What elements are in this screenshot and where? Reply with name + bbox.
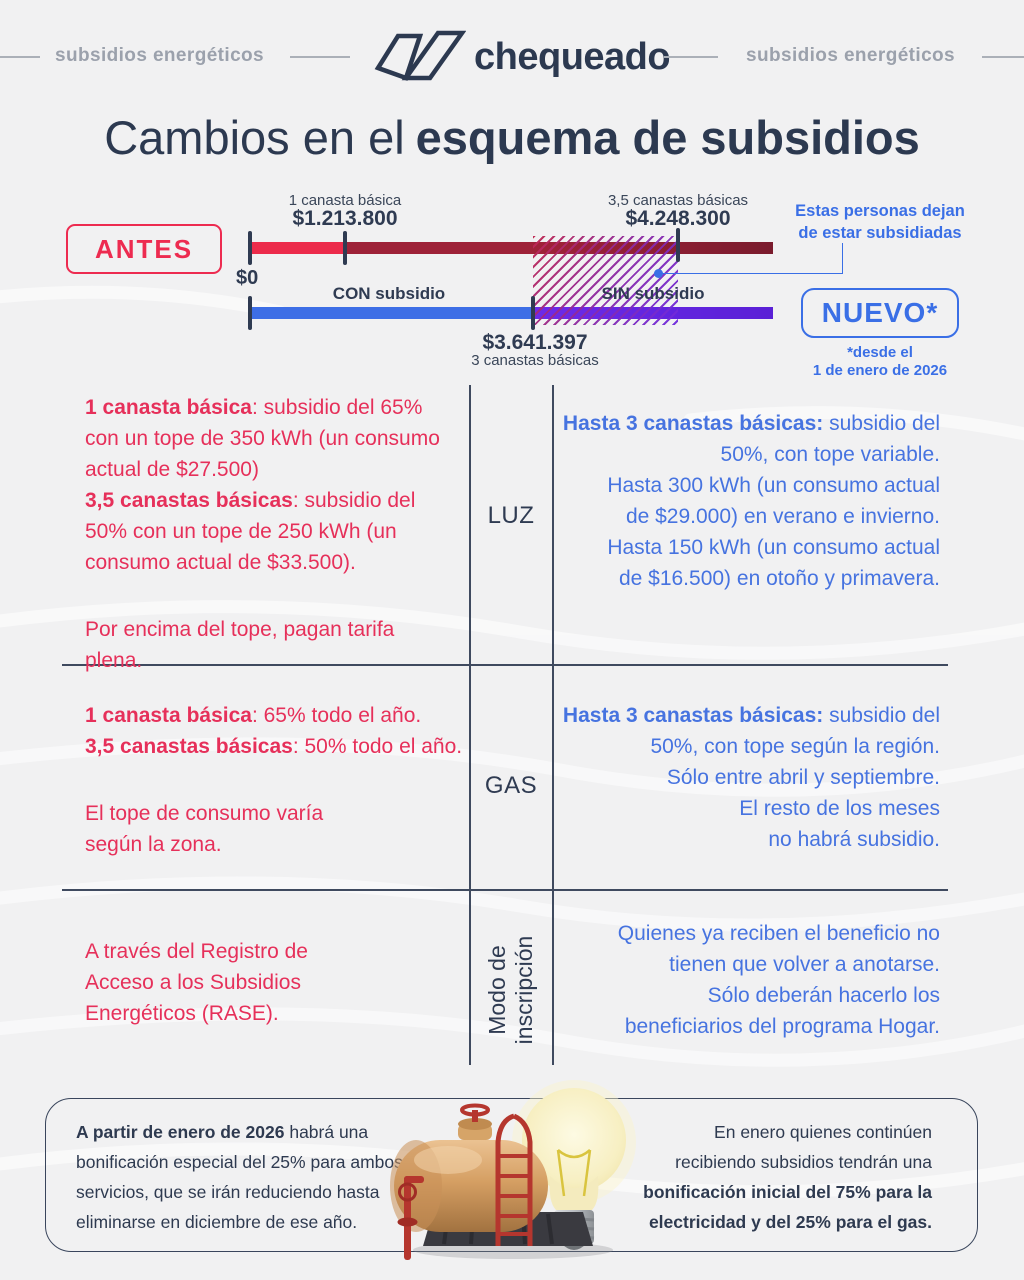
header-rule-right-inner [664,56,718,58]
chequeado-check-icon [374,30,466,81]
gas-before-p1-rest: : 65% todo el año. [251,704,422,727]
section-separator-2 [62,889,948,891]
antes-label: ANTES [94,233,194,264]
section-label-luz: LUZ [487,502,535,529]
con-subsidio-label: CON subsidio [332,284,446,303]
footer-right-lead: En enero quienes continúen recibiendo su… [675,1122,932,1172]
gas-new-p1-lead: Hasta 3 canastas básicas: [562,704,824,727]
center-column-line-left [469,385,471,1065]
gas-before-p1-lead: 1 canasta básica [85,704,252,727]
luz-new-p1: Hasta 3 canastas básicas: subsidio del 5… [558,408,940,470]
footer-left-lead: A partir de enero de 2026 [76,1122,285,1142]
footer-right-bold: bonificación inicial del 75% para la ele… [643,1182,932,1232]
chequeado-wordmark: chequeado [474,36,671,78]
nuevo-badge: NUEVO* [801,288,959,338]
luz-before-p1-lead: 1 canasta básica [85,396,252,419]
center-column-line-right [552,385,554,1065]
luz-before-text: 1 canasta básica: subsidio del 65% con u… [85,392,453,676]
gas-before-p2: 3,5 canastas básicas: 50% todo el año. [85,731,465,762]
modo-label-text: Modo de inscripción [484,935,537,1045]
luz-new-p3: Hasta 150 kWh (un consumo actual de $16.… [607,536,940,590]
section-separator-1 [62,664,948,666]
sin-subsidio-label: SIN subsidio [601,284,705,303]
luz-new-p1-lead: Hasta 3 canastas básicas: [562,412,824,435]
luz-new-text: Hasta 3 canastas básicas: subsidio del 5… [558,408,940,594]
luz-before-p2: 3,5 canastas básicas: subsidio del 50% c… [85,485,453,578]
dropped-subsidy-hatch-area [533,236,678,325]
tick2-caption: 3,5 canastas básicas [607,192,749,209]
callout-connector-dot [654,269,663,278]
section-label-gas: GAS [484,772,538,799]
tick2-value: $4.248.300 [625,207,731,230]
gas-before-p3: El tope de consumo varía según la zona. [85,802,324,856]
tick-zero-bottom [248,296,252,330]
modo-before-text: A través del Registro de Acceso a los Su… [85,940,308,1025]
zero-label: $0 [236,267,259,289]
antes-badge: ANTES [66,224,222,274]
tick-1-canasta [343,231,347,265]
gas-before-p2-lead: 3,5 canastas básicas [85,735,293,758]
header-rule-left-outer [0,56,40,58]
luz-before-p2-rest: : subsidio del 50% con un tope de 250 kW… [85,489,416,574]
header-rule-right-outer [982,56,1024,58]
tick1-caption: 1 canasta básica [288,192,402,209]
luz-before-p2-lead: 3,5 canastas básicas [85,489,293,512]
tick-zero-top [248,231,252,265]
luz-before-p1: 1 canasta básica: subsidio del 65% con u… [85,392,453,485]
callout-connector-line [660,243,843,274]
luz-new-p2: Hasta 300 kWh (un consumo actual de $29.… [607,474,940,528]
dropped-subsidy-callout: Estas personas dejan de estar subsidiada… [795,202,965,242]
section-label-modo-inscripcion: Modo de inscripción [446,915,576,1065]
tick3-value: $3.641.397 [482,331,588,354]
header-rule-left-inner [290,56,350,58]
nuevo-footnote: *desde el 1 de enero de 2026 [812,344,948,379]
nuevo-label: NUEVO* [821,297,939,328]
page-title: Cambios en el esquema de subsidios [0,110,1024,165]
tick-3-canastas [531,296,535,330]
gas-before-p2-rest: : 50% todo el año. [292,735,463,758]
modo-new-text: Quienes ya reciben el beneficio no tiene… [617,922,940,1038]
header-kicker-right: subsidios energéticos [746,45,956,66]
footer-right-text: En enero quienes continúen recibiendo su… [620,1117,932,1237]
header-kicker-left: subsidios energéticos [55,45,265,66]
gas-new-p2: Sólo entre abril y septiembre. El resto … [666,766,940,851]
footer-left-text: A partir de enero de 2026 habrá una boni… [76,1117,406,1237]
tick3-caption: 3 canastas básicas [471,352,599,369]
gas-tank-illustration [390,1080,636,1260]
gas-new-text: Hasta 3 canastas básicas: subsidio del 5… [558,700,940,855]
new-subsidy-bar [250,307,773,319]
luz-before-p3: Por encima del tope, pagan tarifa plena. [85,618,395,672]
tick1-value: $1.213.800 [292,207,398,230]
tick-3-5-canastas [676,228,680,262]
page-title-bold: esquema de subsidios [415,111,920,164]
luz-before-p1-rest: : subsidio del 65% con un tope de 350 kW… [85,396,440,481]
page-title-regular: Cambios en el [104,111,405,164]
gas-new-p1: Hasta 3 canastas básicas: subsidio del 5… [558,700,940,762]
gas-before-text: 1 canasta básica: 65% todo el año. 3,5 c… [85,700,465,860]
gas-before-p1: 1 canasta básica: 65% todo el año. [85,700,465,731]
